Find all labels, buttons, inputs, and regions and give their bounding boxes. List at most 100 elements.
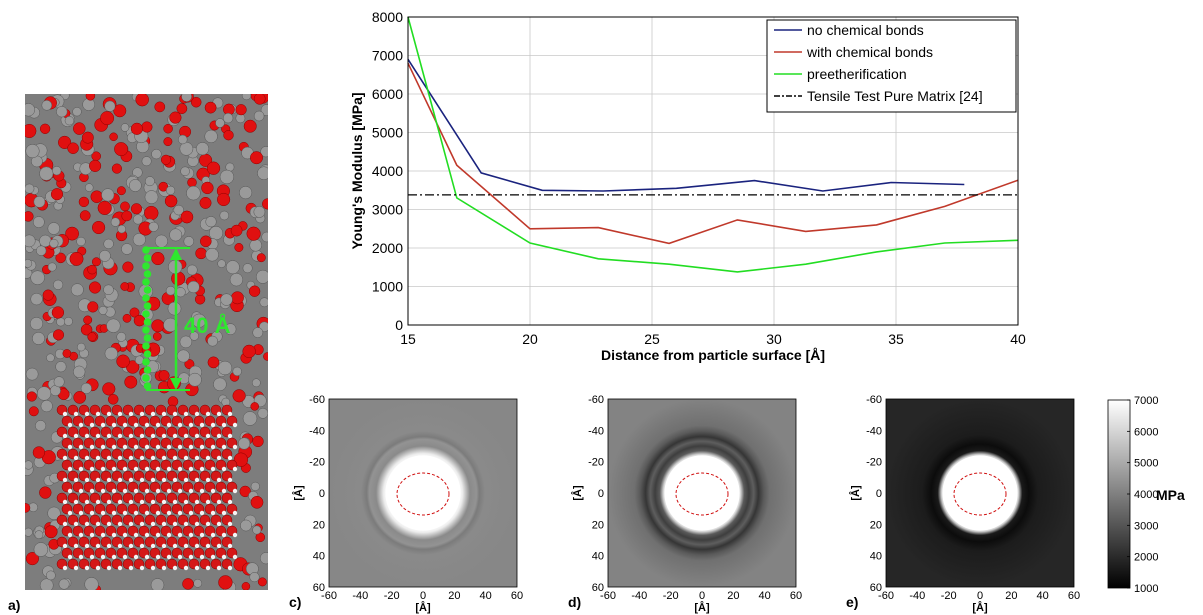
heatmap-x-tick: -60 [600,590,616,602]
x-axis-label: Distance from particle surface [Å] [601,347,825,363]
particle-core [664,455,740,531]
legend-entry: no chemical bonds [807,22,924,38]
colorbar-tick: 3000 [1134,520,1158,532]
y-axis-label: Young's Modulus [MPa] [349,92,365,249]
heatmap-x-tick: 0 [699,590,705,602]
heatmap-x-tick: 40 [759,590,771,602]
heatmap-x-tick: -60 [321,590,337,602]
heatmap-x-tick: -40 [631,590,647,602]
y-tick-label: 7000 [372,48,403,64]
heatmap-y-tick: -20 [588,457,604,469]
particle-core [385,455,461,531]
heatmap-x-tick: 60 [511,590,523,602]
heatmap-y-label: [Å] [292,485,305,501]
heatmap-y-tick: 20 [592,519,604,531]
heatmap-frame [607,398,797,588]
molecule-spheres [25,88,268,590]
colorbar-tick: 6000 [1134,426,1158,438]
colorbar-tick: 4000 [1134,489,1158,501]
heatmap-frame [328,398,518,588]
heatmap-y-label: [Å] [571,485,584,501]
colorbar: 7000 6000 5000 4000 3000 2000 1000 MPa [1107,395,1185,595]
x-tick-label: 30 [766,331,782,347]
y-tick-label: 4000 [372,163,403,179]
x-tick-label: 15 [400,331,416,347]
heatmap-x-label: [Å] [972,601,988,614]
x-tick-label: 35 [888,331,904,347]
heatmap-x-label: [Å] [415,601,431,614]
heatmap-y-tick: 40 [870,551,882,563]
line-chart: 15 20 25 30 35 40 0 1000 2000 3000 4000 5000 6000 700… [349,9,1026,363]
series-line-2 [407,16,1019,273]
heatmaps: -60 -40 -20 0 20 40 60-60-40-200204060[Å][Å]c)… [289,394,1080,614]
tick-labels: 15 20 25 30 35 40 0 1000 2000 3000 4000 5000 6000 700… [372,9,1026,347]
particle-core [942,455,1018,531]
heatmap-x-tick: 0 [420,590,426,602]
colorbar-tick: 2000 [1134,552,1158,564]
x-tick-label: 20 [522,331,538,347]
heatmap-y-tick: -60 [866,394,882,406]
heatmap-y-tick: 40 [592,551,604,563]
heatmap-x-tick: -60 [878,590,894,602]
heatmap-x-tick: -40 [352,590,368,602]
heatmap-x-tick: 40 [1037,590,1049,602]
heatmap-x-tick: 20 [448,590,460,602]
y-tick-label: 1000 [372,279,403,295]
heatmap-x-tick: 40 [480,590,492,602]
y-tick-label: 2000 [372,240,403,256]
heatmap-y-tick: 0 [876,488,882,500]
heatmap-x-tick: 60 [1068,590,1080,602]
grid [408,17,1018,325]
y-tick-label: 0 [395,317,403,333]
plot-frame [407,16,1019,326]
colorbar-gradient [1107,399,1131,589]
heatmap-y-label: [Å] [849,485,862,501]
heatmap-x-tick: -40 [909,590,925,602]
colorbar-tick: 5000 [1134,458,1158,470]
heatmap-y-tick: -20 [309,457,325,469]
panel-label-d: d) [568,594,581,610]
heatmap-x-tick: 60 [790,590,802,602]
heatmap-y-tick: 0 [598,488,604,500]
colorbar-tick: 7000 [1134,395,1158,407]
legend-entry: Tensile Test Pure Matrix [24] [807,88,983,104]
series-line-1 [407,62,1019,245]
distance-marker: 40 Å [142,246,231,391]
heatmap-y-tick: -40 [588,425,604,437]
y-tick-label: 5000 [372,125,403,141]
heatmap-x-tick: -20 [941,590,957,602]
heatmap-x-tick: -20 [663,590,679,602]
colorbar-unit: MPa [1156,487,1185,503]
particle-outline [675,472,729,516]
colorbar-tick: 1000 [1134,583,1158,595]
heatmap-y-tick: -40 [309,425,325,437]
heatmap-x-label: [Å] [694,601,710,614]
heatmap-x-tick: 20 [1005,590,1017,602]
x-tick-label: 40 [1010,331,1026,347]
panel-label-c: c) [289,594,301,610]
heatmap-y-tick: -60 [309,394,325,406]
heatmap-y-tick: 20 [870,519,882,531]
heatmap-y-tick: 40 [313,551,325,563]
series-line-0 [407,58,965,192]
y-tick-label: 6000 [372,86,403,102]
particle-outline [396,472,450,516]
heatmap-y-tick: -60 [588,394,604,406]
series-lines [407,16,1019,273]
heatmap-y-tick: -40 [866,425,882,437]
heatmap-y-tick: 60 [313,582,325,594]
legend-box [766,19,1017,113]
legend: no chemical bonds with chemical bonds pree… [766,19,1017,113]
legend-entry: with chemical bonds [806,44,933,60]
particle-outline [953,472,1007,516]
panel-label-e: e) [846,594,858,610]
heatmap-y-tick: 0 [319,488,325,500]
heatmap-x-tick: 0 [977,590,983,602]
heatmap-y-tick: -20 [866,457,882,469]
heatmap-y-tick: 20 [313,519,325,531]
heatmap-x-tick: -20 [384,590,400,602]
